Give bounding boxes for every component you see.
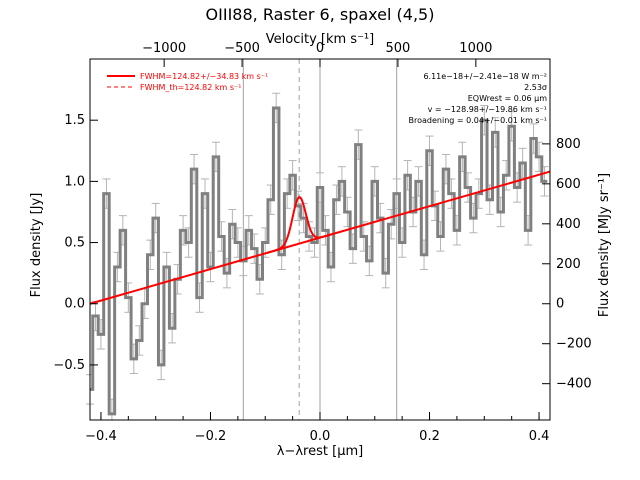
right-axis-label: Flux density [MJy sr⁻¹] bbox=[597, 173, 612, 317]
x-axis-label: λ−λrest [μm] bbox=[277, 444, 363, 459]
right-tick-label: 0 bbox=[556, 297, 564, 312]
fit-annotations: 6.11e−18+/−2.41e−18 W m⁻² 2.53σ EQWrest … bbox=[409, 72, 548, 125]
y-tick-label: 1.0 bbox=[64, 174, 85, 189]
right-tick-label: 800 bbox=[556, 137, 581, 152]
top-tick-label: 500 bbox=[386, 41, 411, 56]
right-tick-label: −400 bbox=[556, 377, 592, 392]
top-axis-ticks: −1000 −500 0 500 1000 bbox=[142, 41, 492, 67]
x-tick-label: 0.0 bbox=[310, 429, 331, 444]
x-tick-label: 0.2 bbox=[419, 429, 440, 444]
top-tick-label: 1000 bbox=[459, 41, 492, 56]
y-axis-ticks: −0.5 0.0 0.5 1.0 1.5 bbox=[53, 113, 98, 373]
annotation-velocity: v = −128.98+/−19.86 km s⁻¹ bbox=[428, 105, 547, 114]
y-tick-label: 0.5 bbox=[64, 236, 85, 251]
right-tick-label: 200 bbox=[556, 257, 581, 272]
y-tick-label: 1.5 bbox=[64, 113, 85, 128]
top-tick-label: −1000 bbox=[142, 41, 186, 56]
chart-title: OIII88, Raster 6, spaxel (4,5) bbox=[206, 5, 435, 24]
plot-area bbox=[86, 59, 551, 421]
y-tick-label: 0.0 bbox=[64, 297, 85, 312]
top-tick-label: −500 bbox=[224, 41, 260, 56]
legend-label-fwhm: FWHM=124.82+/−34.83 km s⁻¹ bbox=[140, 72, 268, 81]
x-axis-ticks: −0.4 −0.2 0.0 0.2 0.4 bbox=[85, 412, 549, 444]
right-tick-label: 600 bbox=[556, 177, 581, 192]
gaussian-fit-line bbox=[266, 195, 333, 255]
error-bars bbox=[86, 92, 549, 421]
y-tick-label: −0.5 bbox=[53, 358, 85, 373]
top-axis-label: Velocity [km s⁻¹] bbox=[266, 32, 374, 47]
right-axis-ticks: −400 −200 0 200 400 600 800 bbox=[542, 137, 592, 392]
reference-lines bbox=[242, 59, 398, 420]
y-axis-label: Flux density [Jy] bbox=[29, 193, 44, 298]
annotation-significance: 2.53σ bbox=[524, 83, 547, 92]
annotation-broadening: Broadening = 0.04+/−0.01 km s⁻¹ bbox=[409, 116, 547, 125]
x-tick-label: −0.4 bbox=[85, 429, 117, 444]
legend: FWHM=124.82+/−34.83 km s⁻¹ FWHM_th=124.8… bbox=[107, 72, 268, 92]
annotation-flux: 6.11e−18+/−2.41e−18 W m⁻² bbox=[423, 72, 547, 81]
top-tick-label: 0 bbox=[316, 41, 324, 56]
x-tick-label: −0.2 bbox=[195, 429, 227, 444]
right-tick-label: 400 bbox=[556, 217, 581, 232]
x-tick-label: 0.4 bbox=[529, 429, 550, 444]
right-tick-label: −200 bbox=[556, 337, 592, 352]
annotation-eqw: EQWrest = 0.06 μm bbox=[468, 94, 547, 103]
legend-label-fwhm-th: FWHM_th=124.82 km s⁻¹ bbox=[140, 83, 241, 92]
spectrum-histogram bbox=[90, 106, 548, 416]
